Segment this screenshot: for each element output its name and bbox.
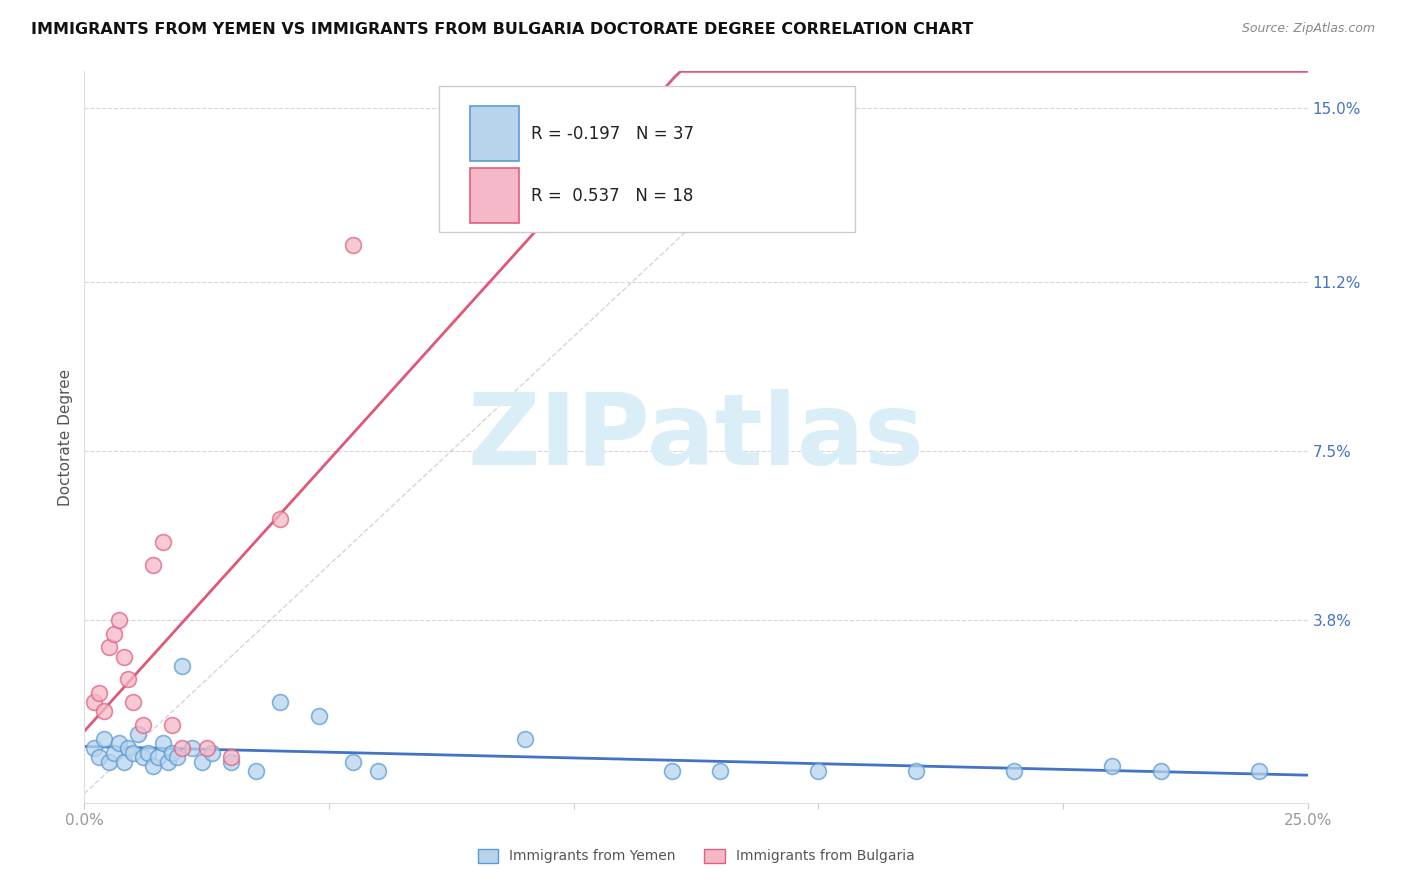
FancyBboxPatch shape	[470, 106, 519, 161]
Point	[142, 558, 165, 573]
Point	[156, 755, 179, 769]
Point	[269, 695, 291, 709]
Point	[200, 746, 222, 760]
Point	[1101, 759, 1123, 773]
Point	[122, 746, 145, 760]
Point	[342, 238, 364, 252]
Point	[162, 746, 184, 760]
Point	[195, 740, 218, 755]
Point	[127, 727, 149, 741]
Point	[87, 686, 110, 700]
Point	[152, 535, 174, 549]
Point	[146, 750, 169, 764]
Point	[905, 764, 928, 778]
Legend: Immigrants from Yemen, Immigrants from Bulgaria: Immigrants from Yemen, Immigrants from B…	[472, 843, 920, 869]
Point	[342, 755, 364, 769]
Point	[661, 764, 683, 778]
Point	[172, 658, 194, 673]
Point	[112, 755, 135, 769]
Point	[97, 755, 120, 769]
Point	[1150, 764, 1173, 778]
Point	[87, 750, 110, 764]
Point	[308, 709, 330, 723]
Point	[136, 746, 159, 760]
Point	[269, 512, 291, 526]
Point	[172, 740, 194, 755]
Point	[191, 755, 214, 769]
Point	[219, 755, 242, 769]
Text: ZIPatlas: ZIPatlas	[468, 389, 924, 485]
Point	[1247, 764, 1270, 778]
Point	[83, 695, 105, 709]
Text: R =  0.537   N = 18: R = 0.537 N = 18	[531, 186, 693, 204]
Point	[117, 673, 139, 687]
Point	[1002, 764, 1025, 778]
Y-axis label: Doctorate Degree: Doctorate Degree	[58, 368, 73, 506]
Point	[142, 759, 165, 773]
Point	[103, 746, 125, 760]
Text: Source: ZipAtlas.com: Source: ZipAtlas.com	[1241, 22, 1375, 36]
Point	[807, 764, 830, 778]
Point	[152, 736, 174, 750]
Point	[166, 750, 188, 764]
Point	[132, 750, 155, 764]
Point	[112, 649, 135, 664]
Point	[97, 640, 120, 655]
Point	[122, 695, 145, 709]
Point	[103, 626, 125, 640]
Point	[83, 740, 105, 755]
Point	[107, 613, 129, 627]
Point	[181, 740, 204, 755]
Point	[93, 705, 115, 719]
FancyBboxPatch shape	[439, 86, 855, 232]
Point	[219, 750, 242, 764]
Point	[107, 736, 129, 750]
Point	[117, 740, 139, 755]
Point	[709, 764, 731, 778]
Point	[245, 764, 267, 778]
Point	[367, 764, 389, 778]
Point	[513, 731, 536, 746]
Point	[162, 718, 184, 732]
Text: R = -0.197   N = 37: R = -0.197 N = 37	[531, 125, 693, 143]
Text: IMMIGRANTS FROM YEMEN VS IMMIGRANTS FROM BULGARIA DOCTORATE DEGREE CORRELATION C: IMMIGRANTS FROM YEMEN VS IMMIGRANTS FROM…	[31, 22, 973, 37]
Point	[93, 731, 115, 746]
Point	[132, 718, 155, 732]
FancyBboxPatch shape	[470, 169, 519, 223]
